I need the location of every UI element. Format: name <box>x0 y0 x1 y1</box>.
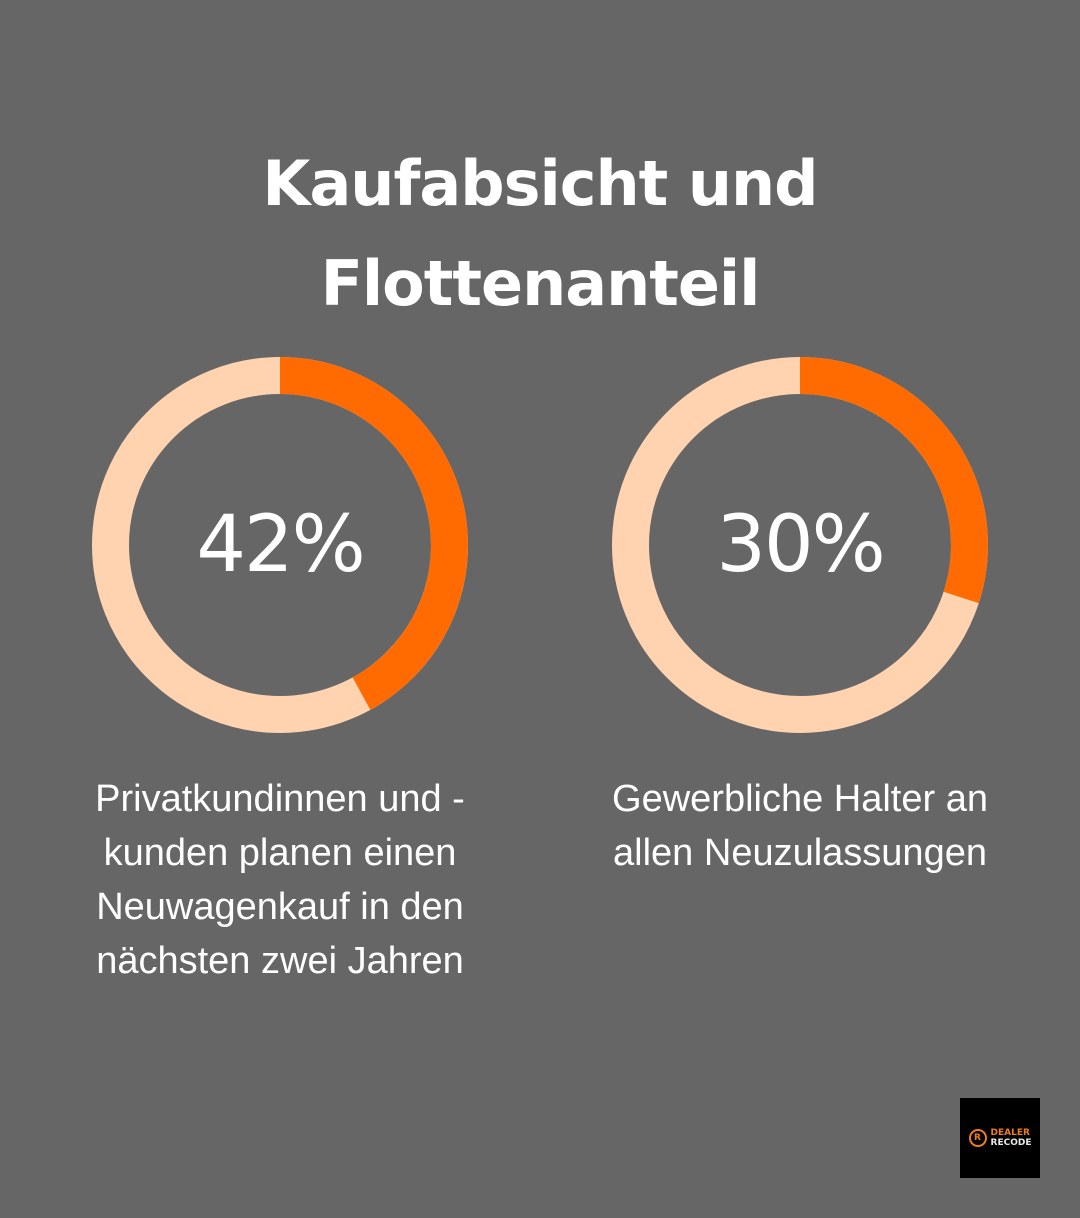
stat-caption-fleet-share: Gewerbliche Halter an allen Neuzulassung… <box>612 778 988 874</box>
dealer-recode-logo: R DEALER RECODE <box>960 1098 1040 1178</box>
donut-arc <box>92 357 468 733</box>
logo-wordmark: DEALER RECODE <box>991 1128 1032 1148</box>
title-line-2: Flottenanteil <box>320 246 761 320</box>
title-line-1: Kaufabsicht und <box>262 146 818 220</box>
donut-chart-private-buyers: 42% <box>90 355 470 735</box>
logo-word-recode: RECODE <box>990 1138 1032 1148</box>
donut-chart-fleet-share: 30% <box>610 355 990 735</box>
logo-word-dealer: DEALER <box>990 1128 1030 1138</box>
logo-r-icon: R <box>968 1129 987 1147</box>
page-title: Kaufabsicht und Flottenanteil <box>0 134 1080 334</box>
stat-caption-private-buyers: Privatkundinnen und -kunden planen einen… <box>95 778 465 982</box>
stat-value: 42% <box>196 500 365 590</box>
donut-arc <box>612 357 988 733</box>
donut-ring <box>612 357 988 733</box>
donut-ring <box>92 357 468 733</box>
stat-value: 30% <box>716 500 885 590</box>
